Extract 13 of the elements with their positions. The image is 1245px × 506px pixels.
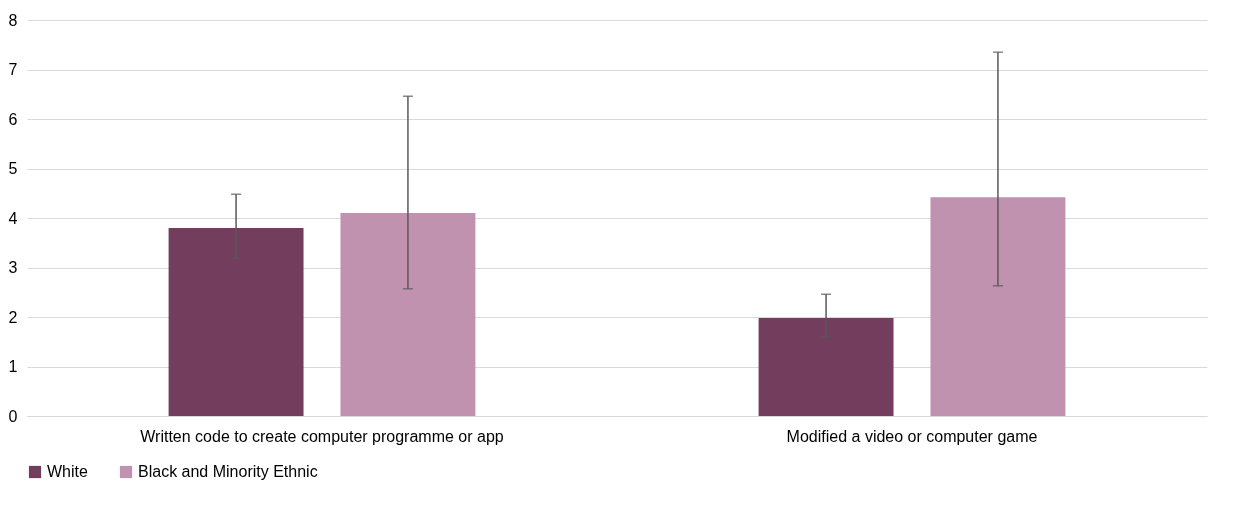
y-tick-label: 3 bbox=[8, 259, 18, 276]
x-tick-label: Modified a video or computer game bbox=[786, 427, 1038, 445]
y-tick-label: 7 bbox=[8, 61, 18, 78]
y-tick-label: 2 bbox=[8, 308, 18, 326]
y-tick-label: 0 bbox=[8, 407, 18, 425]
legend-label: White bbox=[47, 463, 88, 480]
y-tick-label: 6 bbox=[8, 110, 18, 128]
legend-label: Black and Minority Ethnic bbox=[138, 463, 318, 480]
y-tick-label: 1 bbox=[8, 358, 18, 375]
x-tick-label: Written code to create computer programme or app bbox=[140, 427, 504, 445]
y-tick-label: 5 bbox=[8, 160, 18, 177]
y-tick-label: 8 bbox=[8, 11, 18, 29]
y-tick-label: 4 bbox=[8, 209, 18, 227]
